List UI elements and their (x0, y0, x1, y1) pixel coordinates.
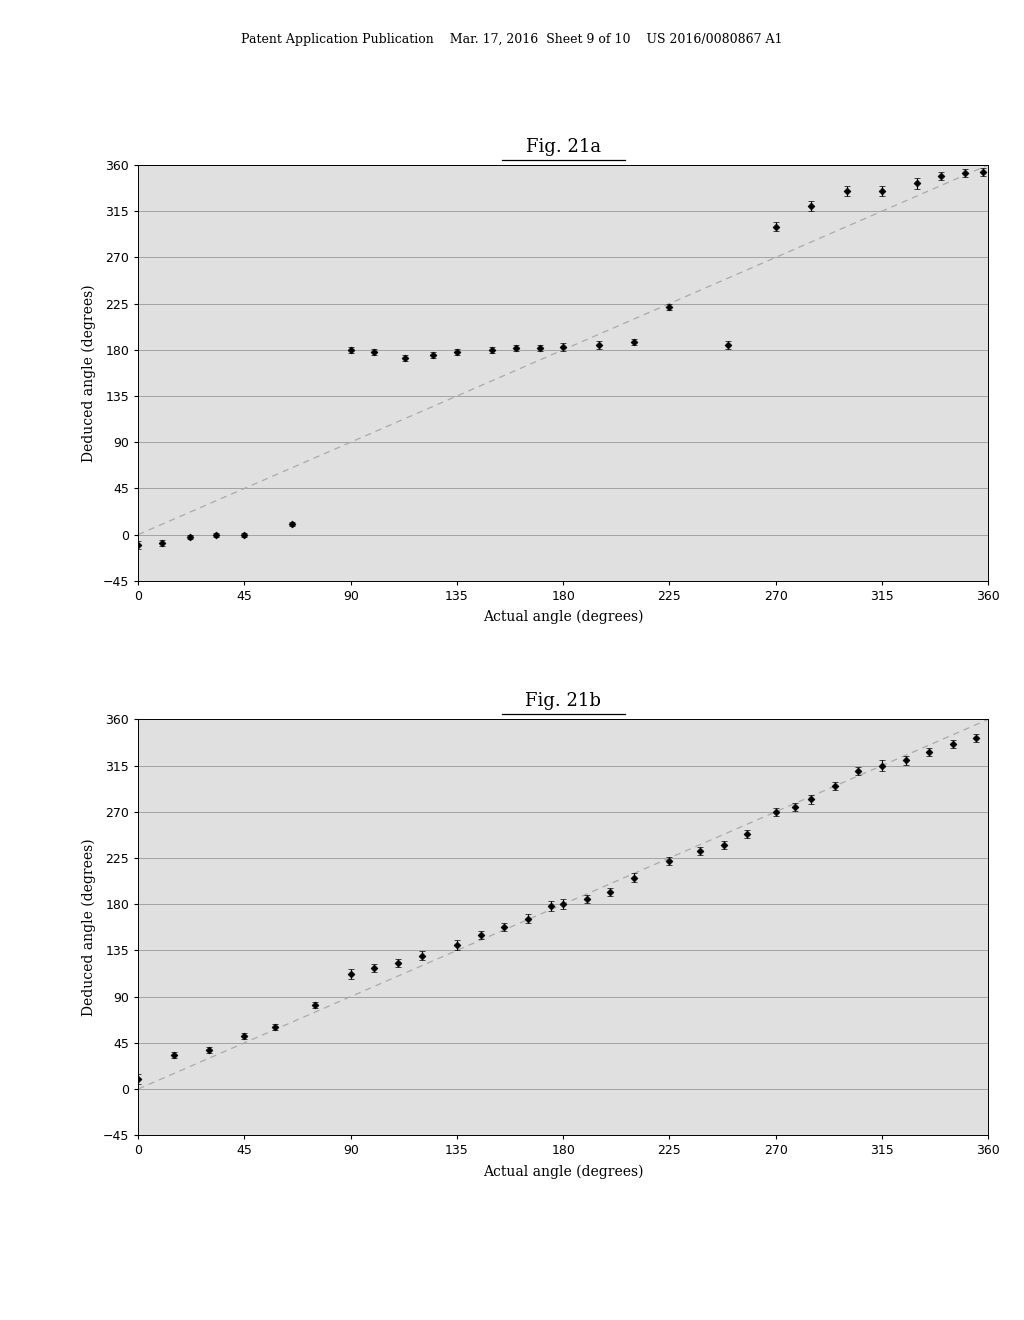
Text: Patent Application Publication    Mar. 17, 2016  Sheet 9 of 10    US 2016/008086: Patent Application Publication Mar. 17, … (242, 33, 782, 46)
Text: Fig. 21a: Fig. 21a (525, 137, 601, 156)
Y-axis label: Deduced angle (degrees): Deduced angle (degrees) (82, 284, 96, 462)
X-axis label: Actual angle (degrees): Actual angle (degrees) (483, 610, 643, 624)
X-axis label: Actual angle (degrees): Actual angle (degrees) (483, 1164, 643, 1179)
Y-axis label: Deduced angle (degrees): Deduced angle (degrees) (82, 838, 96, 1016)
Text: Fig. 21b: Fig. 21b (525, 692, 601, 710)
